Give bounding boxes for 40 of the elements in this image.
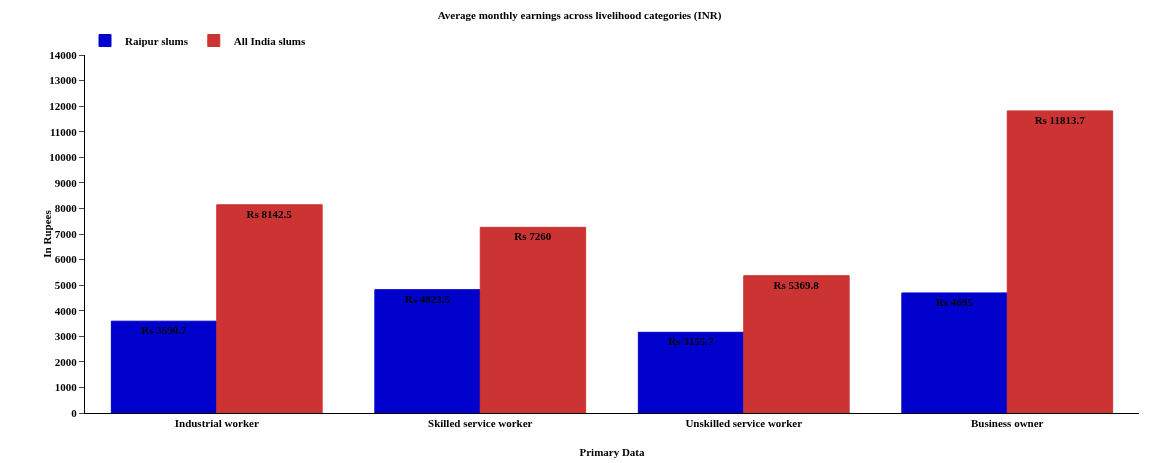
y-axis-title: In Rupees xyxy=(40,209,53,258)
y-tick-label: 14000 xyxy=(49,48,78,61)
y-tick-label: 9000 xyxy=(54,176,78,189)
y-tick-label: 7000 xyxy=(54,227,78,240)
y-tick-label: 4000 xyxy=(54,304,78,317)
y-tick-label: 5000 xyxy=(54,278,78,291)
data-label: Rs 4695 xyxy=(935,295,974,308)
data-label: Rs 11813.7 xyxy=(1034,113,1086,126)
data-label: Rs 3590.7 xyxy=(141,324,187,337)
bar xyxy=(637,331,745,413)
y-tick-label: 2000 xyxy=(54,355,78,368)
bar xyxy=(216,204,323,413)
x-tick-label: Industrial worker xyxy=(174,417,259,430)
y-tick-label: 12000 xyxy=(49,99,78,112)
y-tick-label: 8000 xyxy=(54,202,78,215)
bar xyxy=(110,320,218,413)
data-label: Rs 4823.5 xyxy=(404,292,451,305)
x-tick-label: Unskilled service worker xyxy=(685,417,803,430)
y-tick-label: 1000 xyxy=(54,381,78,394)
bar xyxy=(479,226,587,413)
bar xyxy=(743,275,850,413)
data-label: Rs 5369.8 xyxy=(773,278,820,291)
data-label: Rs 8142.5 xyxy=(246,207,293,220)
legend-label: Raipur slums xyxy=(125,34,189,47)
x-tick-label: Business owner xyxy=(971,417,1044,430)
y-tick-label: 6000 xyxy=(54,253,78,266)
legend-label: All India slums xyxy=(233,34,307,47)
bar xyxy=(901,292,1008,413)
x-tick-label: Skilled service worker xyxy=(428,417,533,430)
bar xyxy=(374,289,481,413)
chart-title: Average monthly earnings across livelihood categories (INR) xyxy=(437,9,722,23)
data-label: Rs 3155.7 xyxy=(668,335,714,348)
y-tick-label: 10000 xyxy=(49,151,78,164)
y-tick-label: 13000 xyxy=(49,74,78,87)
bar xyxy=(1006,110,1114,413)
y-tick-label: 3000 xyxy=(54,330,78,343)
y-tick-label: 0 xyxy=(71,406,78,419)
y-tick-label: 11000 xyxy=(49,125,78,138)
x-axis-title: Primary Data xyxy=(579,446,646,458)
data-label: Rs 7260 xyxy=(514,230,552,243)
